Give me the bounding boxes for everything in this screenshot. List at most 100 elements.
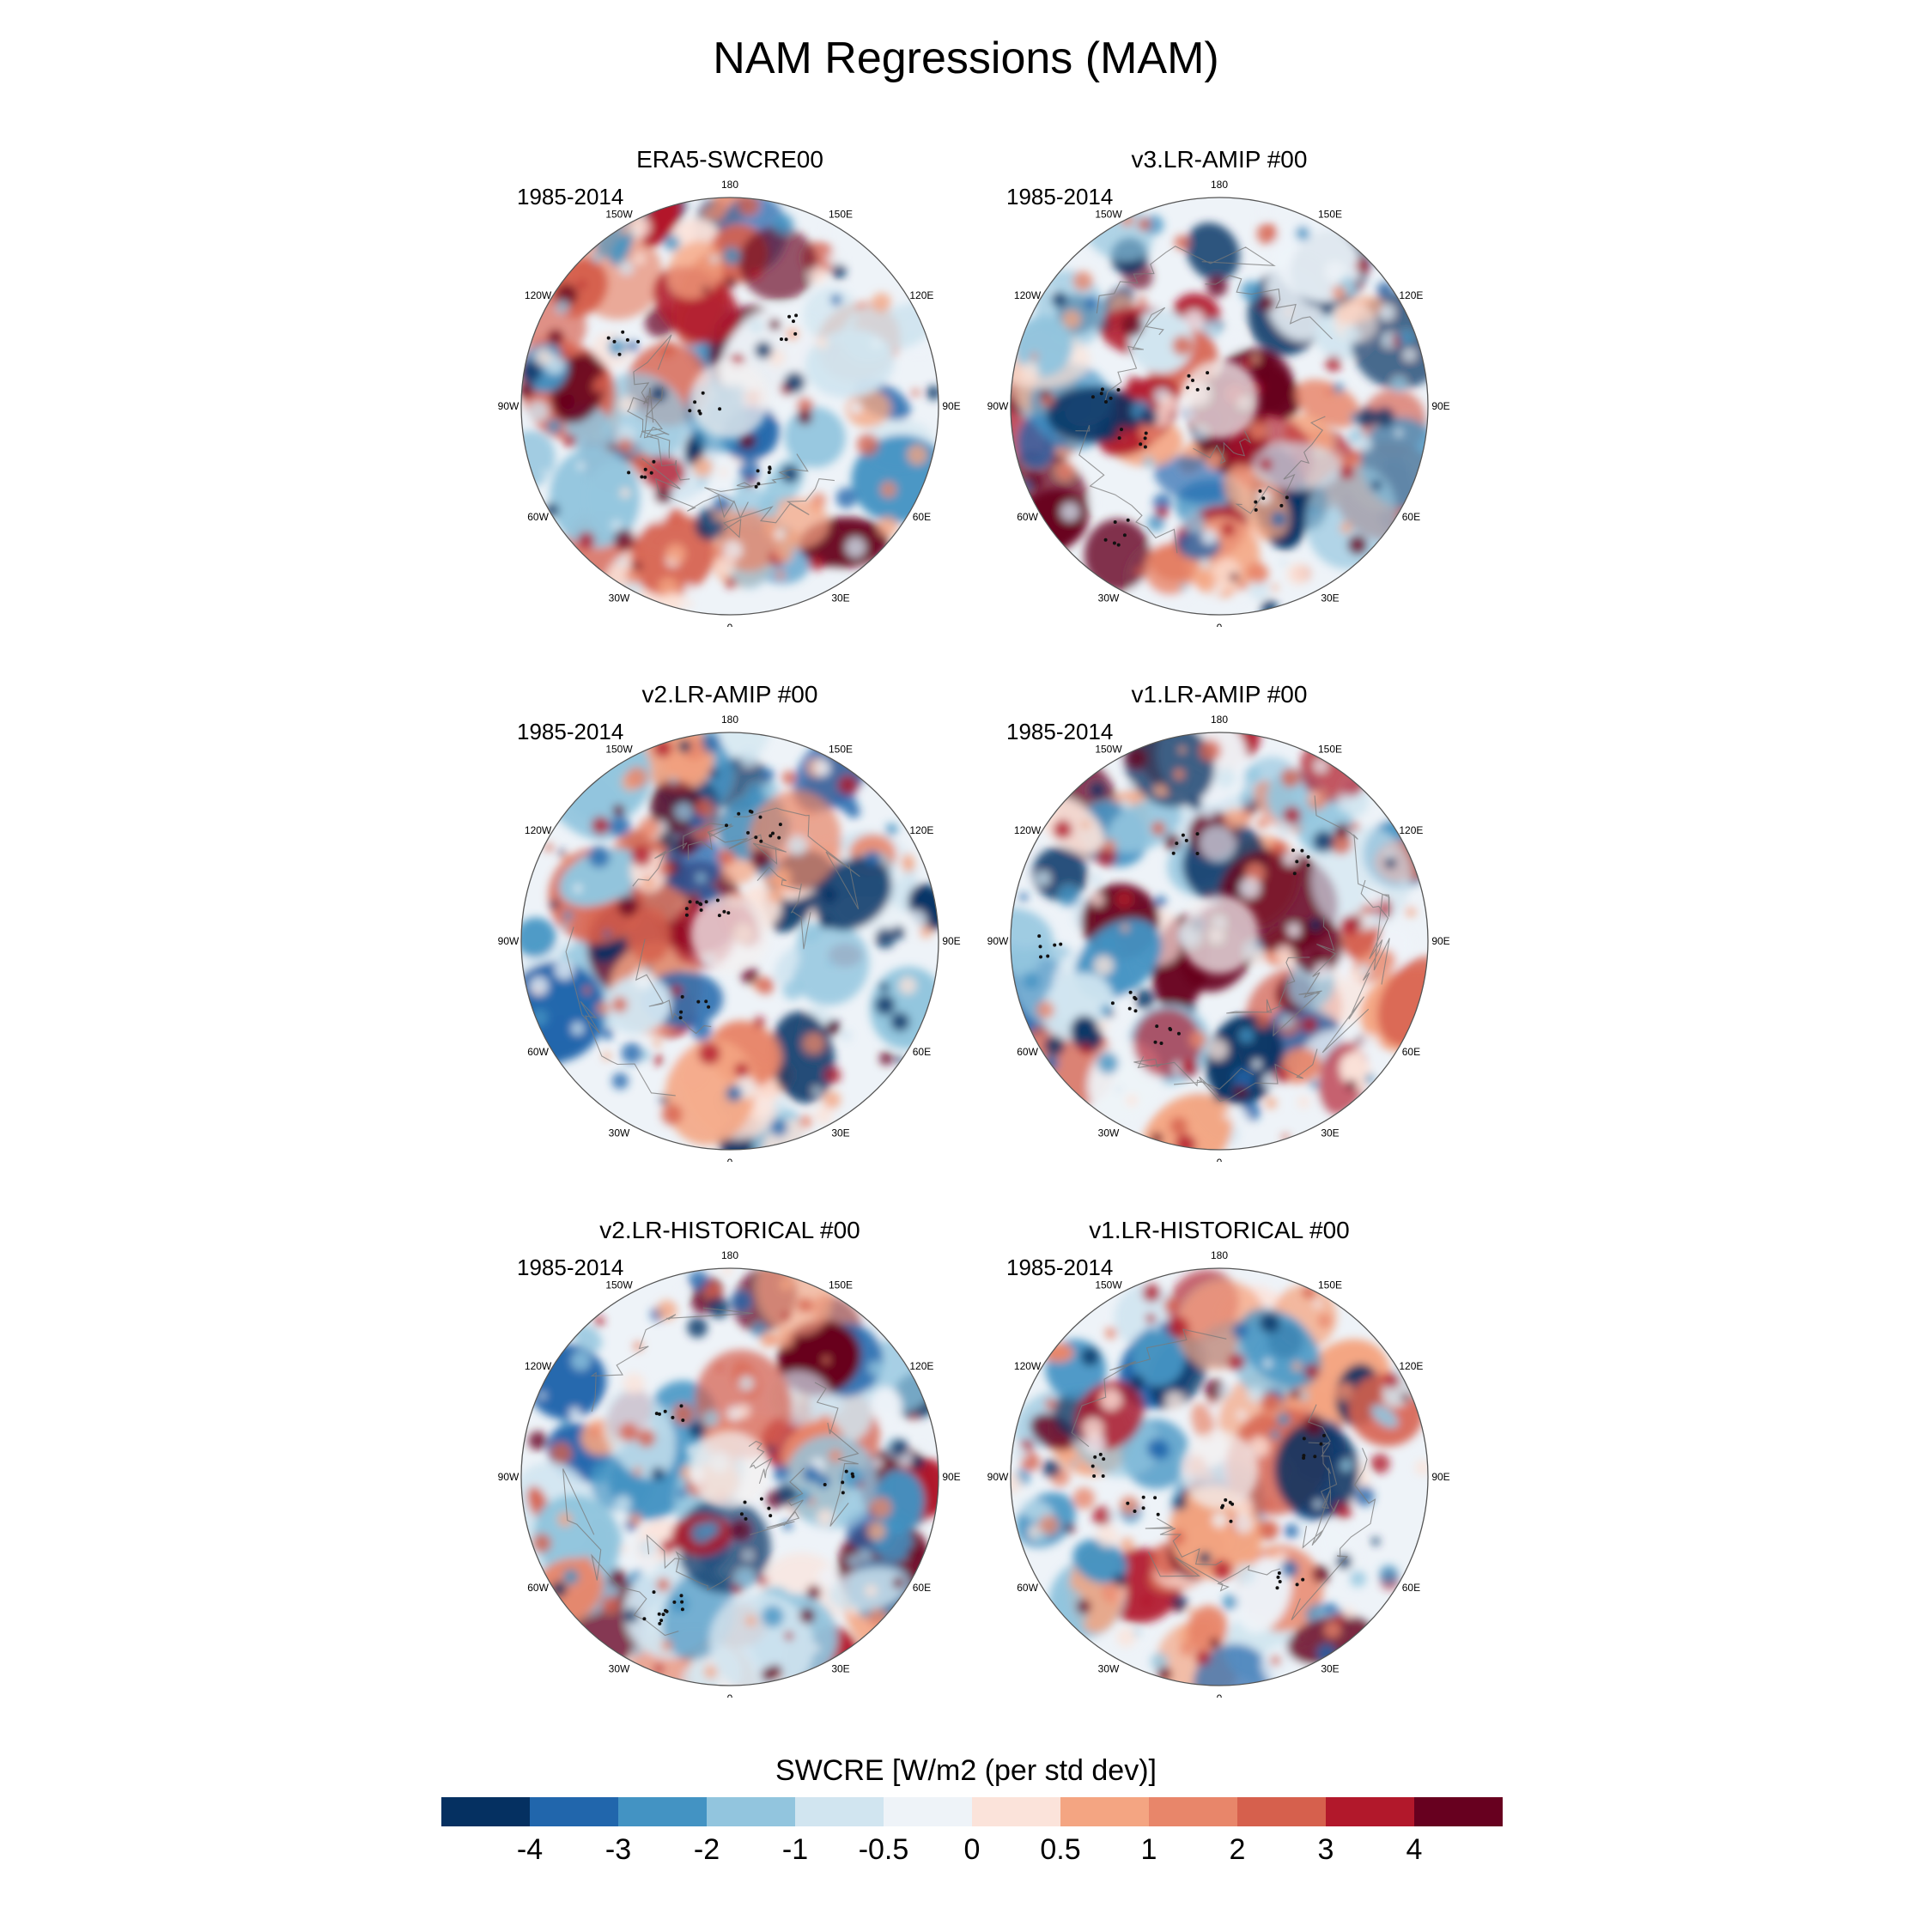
longitude-label: 90W <box>987 400 1009 412</box>
longitude-label: 150E <box>1318 744 1342 756</box>
longitude-label: 90W <box>498 935 519 947</box>
polar-map: 180 150E 120E 90E 60E 30E 0 30W 60W 90W 120W 150W <box>498 1249 961 1698</box>
significance-stipples <box>1037 832 1310 1045</box>
polar-map: 180 150E 120E 90E 60E 30E 0 30W 60W 90W 120W 150W <box>987 714 1450 1162</box>
colorbar-title: SWCRE [W/m2 (per std dev)] <box>775 1754 1157 1787</box>
map-border <box>1010 1267 1429 1686</box>
colorbar-swatch <box>1149 1797 1238 1826</box>
coastlines <box>565 807 860 1097</box>
longitude-labels: 180 150E 120E 90E 60E 30E 0 30W 60W 90W 120W 150W <box>498 714 961 1162</box>
colorbar-swatch <box>884 1797 973 1826</box>
colorbar-swatch <box>1326 1797 1415 1826</box>
longitude-label: 90W <box>987 1471 1009 1483</box>
longitude-labels: 180 150E 120E 90E 60E 30E 0 30W 60W 90W 120W 150W <box>987 179 1450 627</box>
longitude-label: 180 <box>721 1249 738 1261</box>
longitude-labels: 180 150E 120E 90E 60E 30E 0 30W 60W 90W 120W 150W <box>987 1249 1450 1698</box>
longitude-label: 90E <box>1431 935 1449 947</box>
longitude-label: 60E <box>913 1582 931 1594</box>
longitude-label: 30W <box>609 1662 630 1674</box>
panel-title: v3.LR-AMIP #00 <box>1131 146 1308 173</box>
longitude-label: 180 <box>721 714 738 726</box>
longitude-label: 60W <box>527 511 549 523</box>
panel-period: 1985-2014 <box>517 184 624 210</box>
longitude-labels: 180 150E 120E 90E 60E 30E 0 30W 60W 90W 120W 150W <box>987 714 1450 1162</box>
longitude-label: 180 <box>1211 179 1228 191</box>
colorbar <box>441 1797 1503 1826</box>
colorbar-swatch <box>972 1797 1061 1826</box>
longitude-label: 30W <box>1098 592 1120 604</box>
colorbar-tick-label: 1 <box>1140 1833 1157 1866</box>
longitude-label: 60E <box>1402 511 1420 523</box>
longitude-label: 150E <box>829 744 853 756</box>
longitude-label: 0 <box>1217 1157 1223 1162</box>
map-panel-v2-amip: 180 150E 120E 90E 60E 30E 0 30W 60W 90W 120W 150W v… <box>489 681 970 1162</box>
significance-stipples <box>606 313 799 489</box>
colorbar-swatch <box>795 1797 884 1826</box>
longitude-label: 30E <box>831 1127 849 1139</box>
polar-map: 180 150E 120E 90E 60E 30E 0 30W 60W 90W 120W 150W <box>987 1249 1450 1698</box>
longitude-label: 150E <box>1318 1279 1342 1291</box>
colorbar-tick-label: -3 <box>605 1833 632 1866</box>
longitude-label: 60W <box>1017 1582 1038 1594</box>
colorbar-tick-label: -4 <box>516 1833 544 1866</box>
significance-stipples <box>1091 371 1289 547</box>
anomaly-field <box>1011 197 1428 615</box>
coastlines <box>627 334 835 538</box>
longitude-label: 120E <box>909 824 933 836</box>
longitude-label: 90E <box>1431 1471 1449 1483</box>
map-border <box>1010 197 1429 616</box>
longitude-label: 0 <box>727 1157 733 1162</box>
longitude-label: 30E <box>831 592 849 604</box>
map-panel-v3-amip: 180 150E 120E 90E 60E 30E 0 30W 60W 90W 120W 150W v… <box>979 146 1460 627</box>
longitude-label: 120E <box>909 1360 933 1372</box>
longitude-label: 0 <box>1217 622 1223 627</box>
panel-period: 1985-2014 <box>517 1255 624 1280</box>
longitude-label: 120W <box>1014 824 1042 836</box>
longitude-label: 90E <box>942 935 960 947</box>
map-panel-era5: 180 150E 120E 90E 60E 30E 0 30W 60W 90W 120W 150W E… <box>489 146 970 627</box>
longitude-label: 150E <box>829 209 853 221</box>
longitude-label: 150E <box>829 1279 853 1291</box>
significance-stipples <box>678 809 782 1020</box>
longitude-label: 0 <box>727 1692 733 1698</box>
map-panel-v1-historical: 180 150E 120E 90E 60E 30E 0 30W 60W 90W 120W 150W v… <box>979 1217 1460 1698</box>
anomaly-field <box>1011 732 1428 1150</box>
panel-title: v1.LR-AMIP #00 <box>1131 681 1308 708</box>
longitude-label: 120W <box>525 1360 552 1372</box>
colorbar-tick-label: 2 <box>1229 1833 1246 1866</box>
panel-title: v1.LR-HISTORICAL #00 <box>1089 1217 1350 1243</box>
figure-title: NAM Regressions (MAM) <box>713 33 1219 83</box>
polar-map: 180 150E 120E 90E 60E 30E 0 30W 60W 90W 120W 150W <box>498 714 961 1162</box>
colorbar-tick-label: -0.5 <box>858 1833 909 1866</box>
colorbar-tick-label: -1 <box>781 1833 809 1866</box>
longitude-label: 30E <box>1321 1127 1339 1139</box>
longitude-labels: 180 150E 120E 90E 60E 30E 0 30W 60W 90W 120W 150W <box>498 1249 961 1698</box>
panel-period: 1985-2014 <box>1006 719 1114 744</box>
map-panel-v2-historical: 180 150E 120E 90E 60E 30E 0 30W 60W 90W 120W 150W v… <box>489 1217 970 1698</box>
panel-title: v2.LR-HISTORICAL #00 <box>599 1217 860 1243</box>
colorbar-swatch <box>1237 1797 1327 1826</box>
longitude-label: 120W <box>1014 1360 1042 1372</box>
panel-period: 1985-2014 <box>1006 1255 1114 1280</box>
longitude-label: 150W <box>605 744 633 756</box>
polar-map: 180 150E 120E 90E 60E 30E 0 30W 60W 90W 120W 150W <box>498 179 961 627</box>
significance-stipples <box>642 1404 855 1625</box>
longitude-label: 150W <box>1095 1279 1122 1291</box>
longitude-label: 150W <box>605 1279 633 1291</box>
panel-title: v2.LR-AMIP #00 <box>641 681 818 708</box>
longitude-labels: 180 150E 120E 90E 60E 30E 0 30W 60W 90W 120W 150W <box>498 179 961 627</box>
longitude-label: 60E <box>913 1046 931 1058</box>
longitude-label: 150W <box>1095 209 1122 221</box>
longitude-label: 60E <box>913 511 931 523</box>
longitude-label: 180 <box>1211 714 1228 726</box>
colorbar-tick-label: -2 <box>693 1833 720 1866</box>
longitude-label: 150E <box>1318 209 1342 221</box>
colorbar-swatch <box>441 1797 531 1826</box>
longitude-label: 60W <box>1017 1046 1038 1058</box>
longitude-label: 30E <box>1321 592 1339 604</box>
longitude-label: 60E <box>1402 1046 1420 1058</box>
longitude-label: 120W <box>525 289 552 301</box>
colorbar-tick-label: 4 <box>1406 1833 1423 1866</box>
longitude-label: 60W <box>527 1582 549 1594</box>
colorbar-swatch <box>618 1797 708 1826</box>
